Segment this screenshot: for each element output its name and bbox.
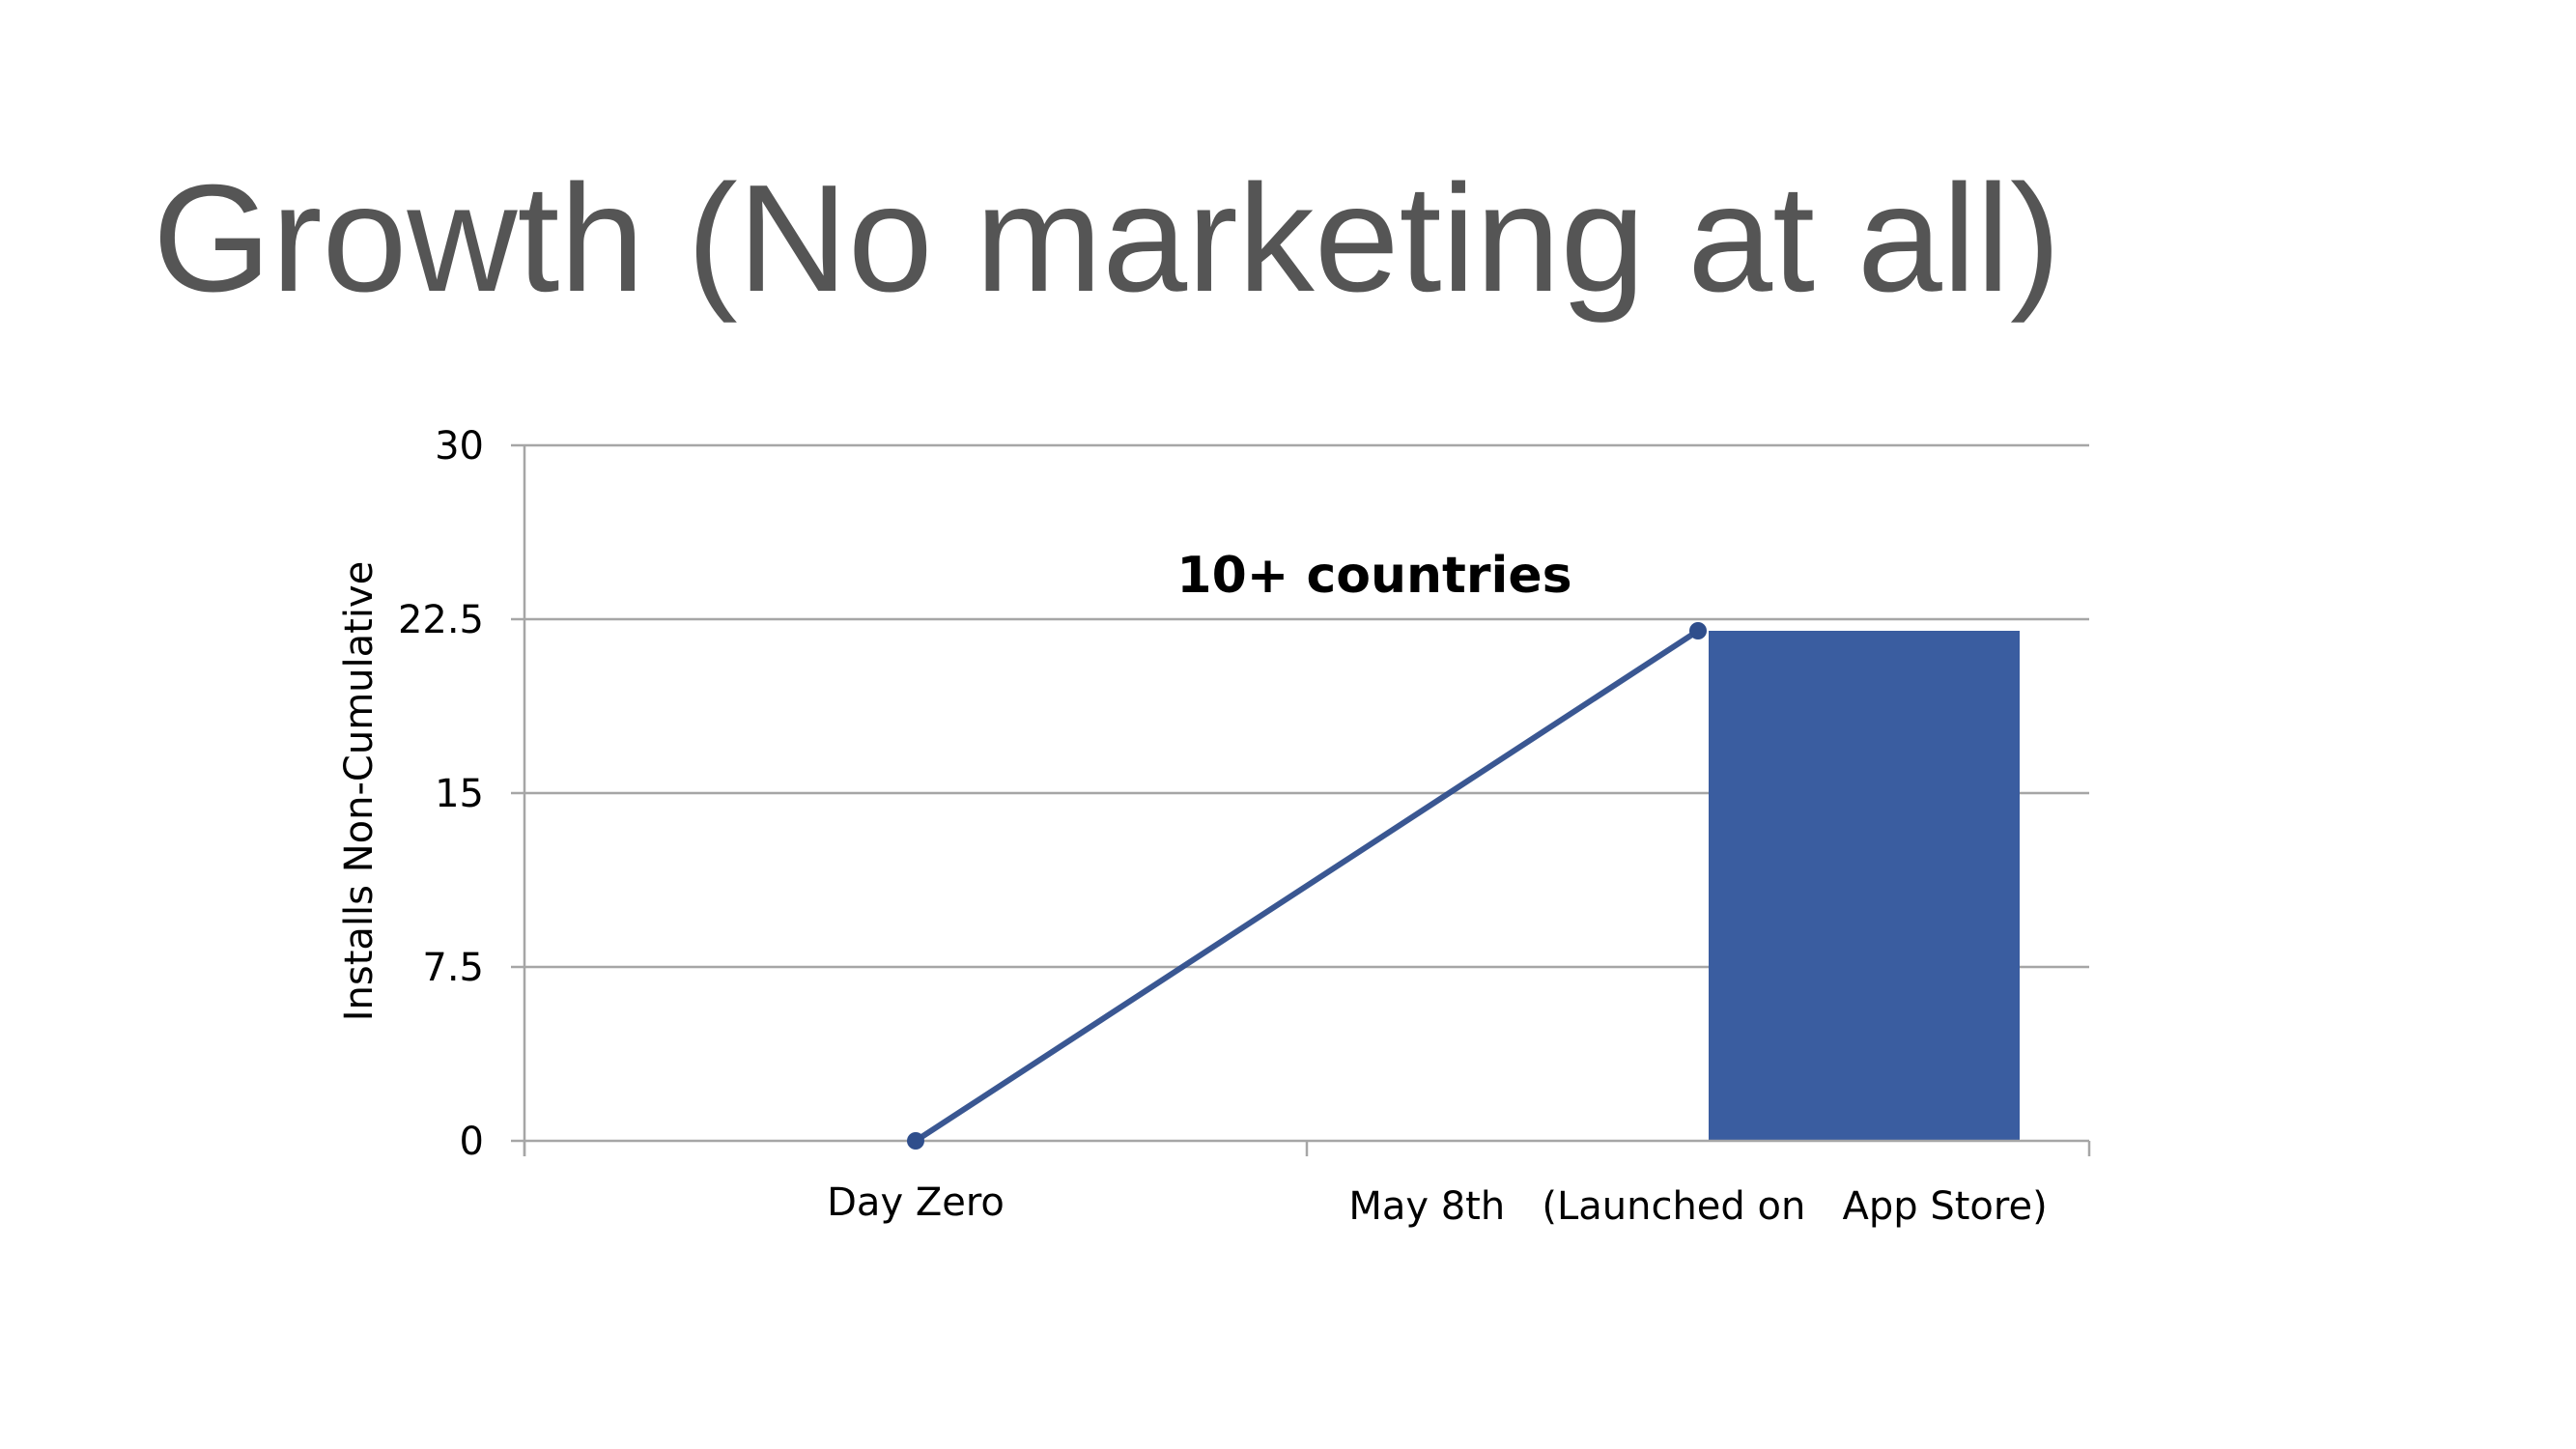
- y-tick-label: 22.5: [398, 598, 484, 642]
- y-axis-title: Installs Non-Cumulative: [337, 561, 382, 1021]
- annotation-label: 10+ countries: [1176, 547, 1571, 605]
- slide-title: Growth (No marketing at all): [153, 154, 2061, 324]
- y-tick-label: 30: [435, 424, 484, 469]
- bar-1: [1709, 631, 2020, 1141]
- x-category-label: May 8th (Launched on App Store): [1348, 1184, 2047, 1229]
- y-tick-label: 7.5: [422, 946, 484, 990]
- axis-labels: 0 7.5 15 22.5 30 Day Zero May 8th (Launched on…: [398, 424, 2048, 1229]
- line-series-path: [913, 628, 1701, 1144]
- y-tick-label: 15: [435, 772, 484, 816]
- line-point-0: [907, 1132, 924, 1150]
- axes: [511, 443, 2091, 1156]
- line-point-1: [1689, 622, 1707, 639]
- bar-series: [1709, 631, 2020, 1141]
- line-series: [907, 622, 1707, 1150]
- y-tick-label: 0: [460, 1120, 484, 1164]
- x-category-label: Day Zero: [827, 1180, 1005, 1225]
